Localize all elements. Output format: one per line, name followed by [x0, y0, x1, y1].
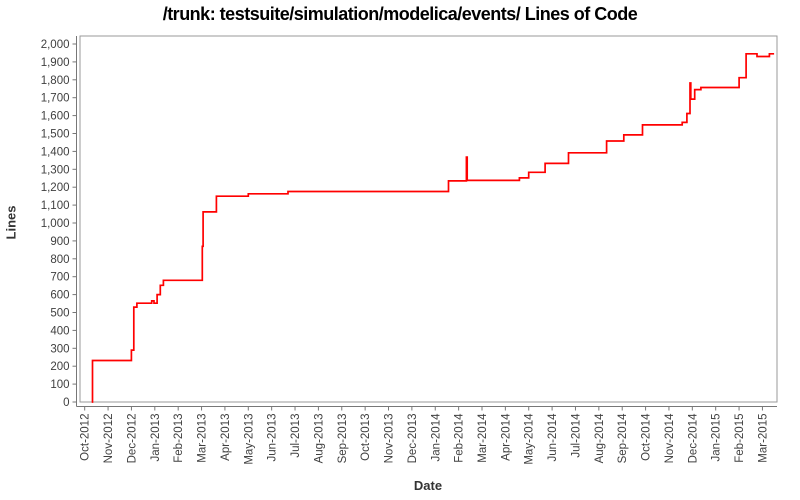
x-tick-label: Nov-2013 — [384, 414, 396, 464]
x-tick-label: Oct-2013 — [360, 414, 372, 461]
x-tick-label: Aug-2013 — [313, 414, 325, 464]
x-tick-label: May-2013 — [243, 414, 255, 465]
loc-line-series — [91, 52, 775, 403]
x-tick-label: Jan-2014 — [430, 413, 442, 462]
x-tick-label: May-2014 — [524, 413, 536, 465]
x-tick-label: Dec-2014 — [687, 413, 699, 463]
x-tick-label: Mar-2014 — [477, 413, 489, 463]
y-tick-label: 1,600 — [41, 111, 70, 123]
x-tick-label: Nov-2012 — [103, 414, 115, 464]
x-tick-label: Feb-2014 — [454, 413, 466, 463]
x-tick-label: Dec-2013 — [407, 414, 419, 464]
y-tick-label: 1,700 — [41, 93, 70, 105]
y-tick-label: 1,100 — [41, 200, 70, 212]
x-tick-label: Apr-2014 — [500, 413, 512, 461]
y-tick-label: 800 — [50, 254, 69, 266]
x-tick-label: Oct-2014 — [641, 413, 653, 461]
plot-frame — [79, 35, 778, 403]
y-tick-label: 900 — [50, 236, 69, 248]
y-tick-label: 1,300 — [41, 164, 70, 176]
y-tick-label: 1,500 — [41, 129, 70, 141]
x-tick-label: Dec-2012 — [126, 414, 138, 464]
x-axis-label: Date — [413, 478, 443, 493]
x-tick-label: Aug-2014 — [594, 413, 606, 463]
x-tick-label: Mar-2013 — [197, 414, 209, 463]
x-tick-label: Jan-2015 — [711, 414, 723, 462]
y-tick-label: 2,000 — [41, 39, 70, 51]
y-tick-label: 500 — [50, 308, 69, 320]
y-tick-label: 700 — [50, 272, 69, 284]
x-tick-label: Jun-2014 — [547, 413, 559, 462]
x-tick-label: Jul-2014 — [570, 413, 582, 458]
x-tick-label: Oct-2012 — [80, 414, 92, 461]
x-tick-label: Feb-2015 — [734, 414, 746, 463]
y-tick-label: 1,900 — [41, 57, 70, 69]
y-tick-label: 300 — [50, 343, 69, 355]
x-tick-label: Apr-2013 — [220, 414, 232, 461]
y-tick-label: 100 — [50, 379, 69, 391]
x-tick-label: Jul-2013 — [290, 414, 302, 458]
y-tick-label: 600 — [50, 290, 69, 302]
x-tick-label: Mar-2015 — [757, 414, 769, 463]
x-tick-label: Sep-2013 — [337, 414, 349, 464]
y-tick-label: 1,200 — [41, 182, 70, 194]
y-tick-label: 1,000 — [41, 218, 70, 230]
y-tick-label: 200 — [50, 361, 69, 373]
y-tick-label: 1,800 — [41, 75, 70, 87]
y-tick-label: 1,400 — [41, 146, 70, 158]
y-tick-label: 0 — [63, 397, 69, 409]
x-tick-label: Nov-2014 — [664, 413, 676, 463]
x-tick-label: Sep-2014 — [617, 413, 629, 463]
chart-title: /trunk: testsuite/simulation/modelica/ev… — [162, 4, 638, 24]
y-tick-label: 400 — [50, 325, 69, 337]
x-tick-label: Jan-2013 — [150, 414, 162, 462]
x-tick-label: Feb-2013 — [173, 414, 185, 463]
x-tick-label: Jun-2013 — [267, 414, 279, 462]
